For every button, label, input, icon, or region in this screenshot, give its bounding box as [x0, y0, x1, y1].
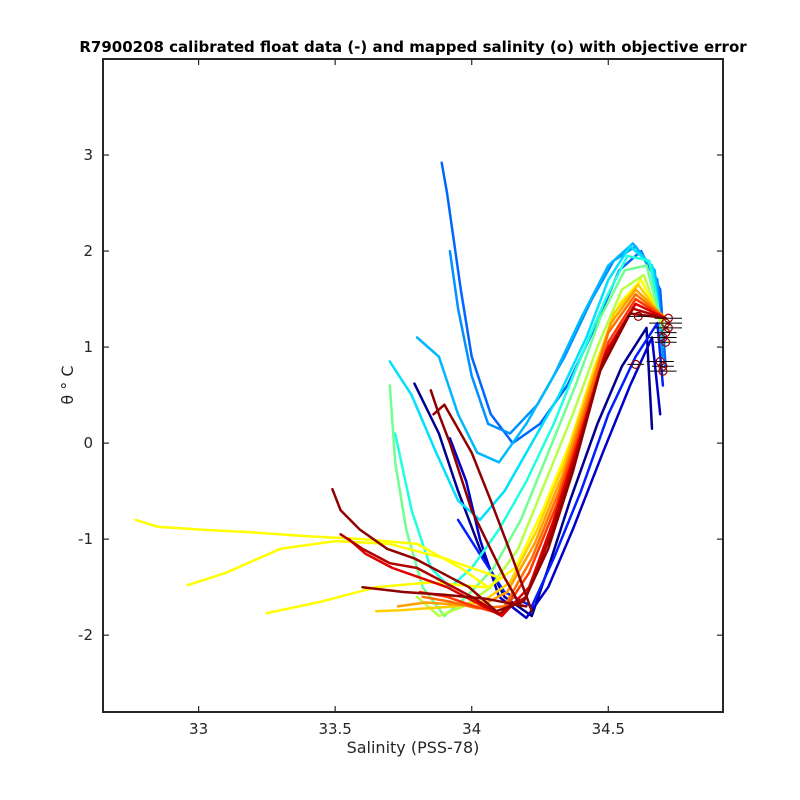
y-tick-label: 3	[83, 146, 93, 164]
series-line-18	[339, 307, 667, 616]
mapped-salinity-marker-1	[649, 318, 683, 328]
plot-frame	[102, 58, 724, 713]
marker-circle	[658, 332, 668, 343]
marker-circle	[661, 318, 671, 328]
mapped-salinity-marker-8	[649, 366, 677, 376]
series-line-22	[361, 585, 528, 608]
marker-layer	[627, 311, 683, 376]
marker-circle	[663, 323, 673, 333]
series-line-0	[413, 326, 654, 618]
y-tick-label: -2	[78, 626, 93, 644]
x-tick-label: 34.5	[592, 720, 625, 738]
mapped-salinity-marker-5	[654, 337, 677, 347]
series-line-20	[429, 389, 523, 608]
x-tick-label: 33	[189, 720, 208, 738]
chart-title: R7900208 calibrated float data (-) and m…	[79, 38, 747, 56]
mapped-salinity-marker-0	[654, 313, 683, 323]
series-line-14	[396, 288, 667, 608]
series-layer	[134, 161, 667, 620]
series-line-5	[415, 242, 665, 464]
y-tick-label: -1	[78, 530, 93, 548]
series-line-21	[432, 403, 534, 613]
y-tick-label: 1	[83, 338, 93, 356]
marker-circle	[633, 311, 643, 321]
tick-layer: 33 33.5 34 34.5 -2 -1 0 1 2 3	[78, 59, 723, 738]
x-tick-label: 33.5	[318, 720, 351, 738]
mapped-salinity-marker-3	[654, 328, 677, 338]
mapped-salinity-marker-2	[654, 323, 683, 333]
series-line-9	[415, 273, 665, 618]
series-line-16	[418, 297, 667, 616]
marker-circle	[663, 313, 673, 323]
marker-circle	[655, 356, 665, 367]
series-line-15	[421, 293, 667, 610]
mapped-salinity-marker-10	[627, 359, 644, 369]
marker-circle	[658, 361, 668, 371]
y-axis-label: θ ° C	[58, 365, 77, 404]
y-tick-label: 2	[83, 242, 93, 260]
series-line-13	[374, 283, 665, 613]
marker-circle	[661, 337, 671, 347]
mapped-salinity-marker-9	[627, 311, 650, 321]
marker-circle	[658, 366, 668, 376]
series-line-11	[186, 539, 501, 587]
marker-circle	[661, 328, 671, 338]
y-tick-label: 0	[83, 434, 93, 452]
mapped-salinity-marker-4	[649, 332, 677, 343]
mapped-salinity-marker-6	[646, 356, 674, 367]
series-line-6	[388, 245, 665, 522]
mapped-salinity-marker-7	[651, 361, 674, 371]
x-axis-label: Salinity (PSS-78)	[347, 738, 480, 757]
marker-circle	[630, 359, 641, 369]
series-line-17	[347, 302, 667, 618]
x-tick-label: 34	[462, 720, 481, 738]
